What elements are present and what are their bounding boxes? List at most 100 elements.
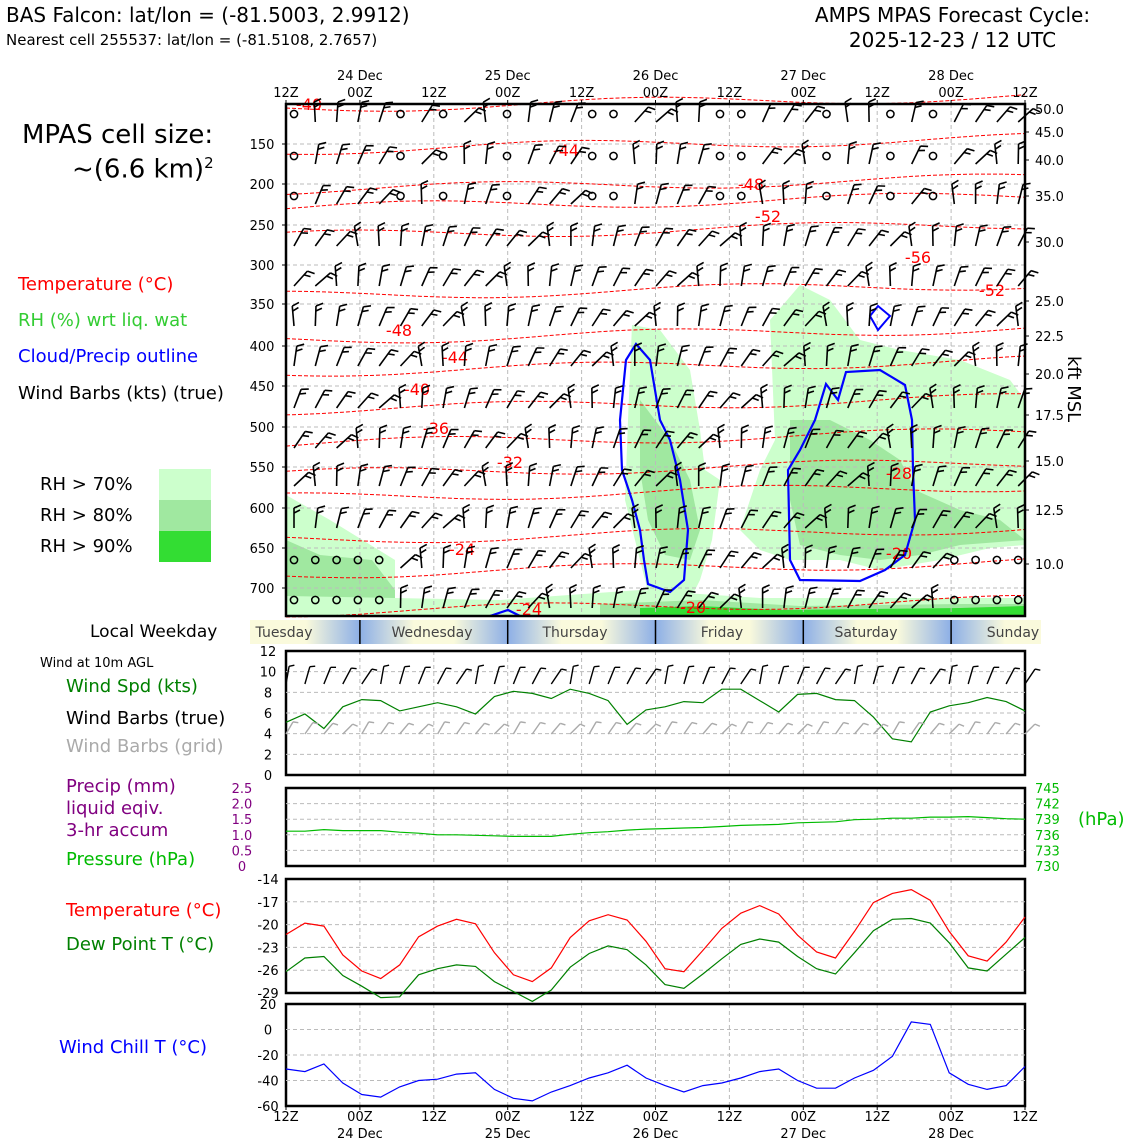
barb-flag [530, 99, 539, 103]
barb-shaft [683, 666, 690, 685]
barb-shaft [548, 102, 556, 123]
wind-barb [378, 188, 401, 205]
barb-shaft [506, 346, 514, 367]
wind-barb [506, 591, 527, 609]
kft-tick-label: 15.0 [1035, 455, 1064, 470]
barb-flag [916, 100, 924, 104]
isotherm-label: -28 [886, 464, 912, 483]
wind-barb [421, 104, 441, 123]
wind10-barb-true [380, 664, 390, 685]
barb-shaft [527, 592, 543, 609]
wind10-barb-true [891, 666, 905, 685]
top-date-label: 28 Dec [928, 69, 974, 84]
wind-barb [761, 584, 770, 608]
barb-flag [1015, 306, 1023, 312]
barb-shaft [634, 227, 643, 247]
barb-flag [330, 666, 337, 669]
wind-barb [804, 428, 821, 449]
barb-flag [292, 721, 299, 724]
barb-flag [647, 469, 655, 474]
barb-flag [691, 721, 698, 725]
y-tick-label: 6 [264, 707, 272, 722]
barb-flag [852, 546, 861, 550]
barb-shaft [335, 186, 348, 205]
barb-flag [575, 264, 584, 268]
wind-barb [886, 423, 894, 449]
barb-flag [504, 266, 511, 272]
barb-flag [424, 228, 432, 233]
barb-flag [460, 301, 469, 307]
wind10-barb-grid [455, 721, 470, 735]
barb-flag [758, 179, 766, 185]
barb-flag [593, 228, 601, 232]
bottom-time-tick: 00Z [643, 1110, 669, 1125]
barb-shaft [378, 349, 392, 367]
barb-shaft [463, 345, 467, 367]
barb-shaft [612, 428, 621, 449]
barb-flag [635, 722, 642, 726]
barb-flag [636, 544, 645, 549]
wind-barb [634, 587, 649, 609]
barb-flag [548, 429, 556, 434]
barb-shaft [739, 225, 743, 247]
barb-flag [679, 505, 688, 509]
wind10-barb-true [474, 664, 485, 685]
barb-shaft [994, 144, 998, 165]
barb-shaft [610, 346, 615, 367]
barb-shaft [975, 149, 991, 165]
calm-circle [886, 109, 895, 119]
barb-flag [484, 307, 492, 312]
y-tick-label: 730 [1035, 860, 1060, 875]
barb-flag [805, 185, 813, 190]
wind-barb [932, 509, 951, 529]
barb-shaft [612, 267, 624, 287]
wind-barb [314, 141, 327, 165]
barb-shaft [335, 347, 345, 367]
pressure-tick-label: 600 [250, 502, 275, 517]
wind-barb [676, 141, 689, 165]
barb-shaft [463, 227, 474, 247]
wind-barb [822, 301, 830, 327]
wind-barb [484, 388, 502, 409]
cloud-outline [868, 304, 892, 332]
barb-shaft [911, 187, 925, 205]
barb-shaft [948, 723, 960, 735]
wind-barb [399, 553, 423, 569]
barb-shaft [932, 510, 944, 529]
barb-flag [365, 352, 372, 354]
wind-barb [463, 545, 476, 569]
barb-flag [558, 145, 567, 148]
barb-flag [1007, 314, 1015, 319]
wind-barb [740, 551, 762, 569]
barb-shaft [911, 393, 927, 409]
barb-flag [295, 348, 303, 352]
wind-barb [804, 105, 826, 123]
barb-shaft [484, 184, 493, 205]
barb-shaft [974, 468, 987, 487]
barb-shaft [847, 431, 861, 449]
barb-shaft [740, 266, 746, 287]
y-tick-label: 2.0 [232, 798, 253, 813]
barb-shaft [293, 430, 306, 449]
barb-flag [741, 424, 750, 429]
barb-flag [866, 266, 873, 272]
barb-flag [1032, 471, 1040, 476]
wind-barb [761, 307, 780, 327]
wind-barb [717, 423, 725, 449]
barb-shaft [697, 144, 705, 165]
barb-flag [933, 429, 941, 434]
calm-circle [715, 151, 725, 161]
barb-shaft [910, 722, 920, 735]
barb-flag [993, 666, 1000, 669]
barb-flag [951, 179, 959, 185]
wind10-barb-true [645, 668, 662, 685]
barb-flag [406, 265, 415, 268]
barb-shaft [698, 433, 714, 449]
kft-tick-label: 40.0 [1035, 154, 1064, 169]
wind10-barb-grid [986, 721, 1001, 735]
barb-flag [890, 467, 898, 472]
wind-barb [527, 347, 545, 367]
barb-flag [591, 389, 599, 394]
barb-shaft [910, 145, 922, 165]
